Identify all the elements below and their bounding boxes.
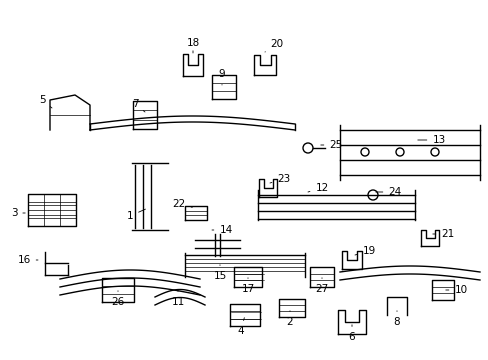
Text: 22: 22 bbox=[172, 199, 192, 209]
Text: 27: 27 bbox=[315, 278, 328, 294]
Text: 24: 24 bbox=[375, 187, 401, 197]
Text: 25: 25 bbox=[320, 140, 342, 150]
Text: 14: 14 bbox=[212, 225, 232, 235]
Text: 7: 7 bbox=[131, 99, 145, 112]
Text: 11: 11 bbox=[171, 291, 184, 307]
Text: 9: 9 bbox=[218, 69, 225, 85]
Text: 26: 26 bbox=[111, 291, 124, 307]
Text: 16: 16 bbox=[18, 255, 38, 265]
Text: 12: 12 bbox=[307, 183, 328, 193]
Text: 1: 1 bbox=[126, 209, 145, 221]
Text: 19: 19 bbox=[354, 246, 375, 256]
Text: 6: 6 bbox=[348, 325, 355, 342]
Text: 21: 21 bbox=[432, 229, 454, 239]
Text: 23: 23 bbox=[269, 174, 290, 184]
Text: 3: 3 bbox=[11, 208, 25, 218]
Text: 15: 15 bbox=[213, 265, 226, 281]
Text: 5: 5 bbox=[39, 95, 52, 108]
Text: 17: 17 bbox=[241, 278, 254, 294]
Text: 4: 4 bbox=[237, 318, 244, 336]
Text: 8: 8 bbox=[393, 311, 400, 327]
Text: 13: 13 bbox=[417, 135, 445, 145]
Text: 20: 20 bbox=[264, 39, 283, 52]
Text: 10: 10 bbox=[445, 285, 467, 295]
Text: 18: 18 bbox=[186, 38, 199, 53]
Text: 2: 2 bbox=[286, 311, 293, 327]
